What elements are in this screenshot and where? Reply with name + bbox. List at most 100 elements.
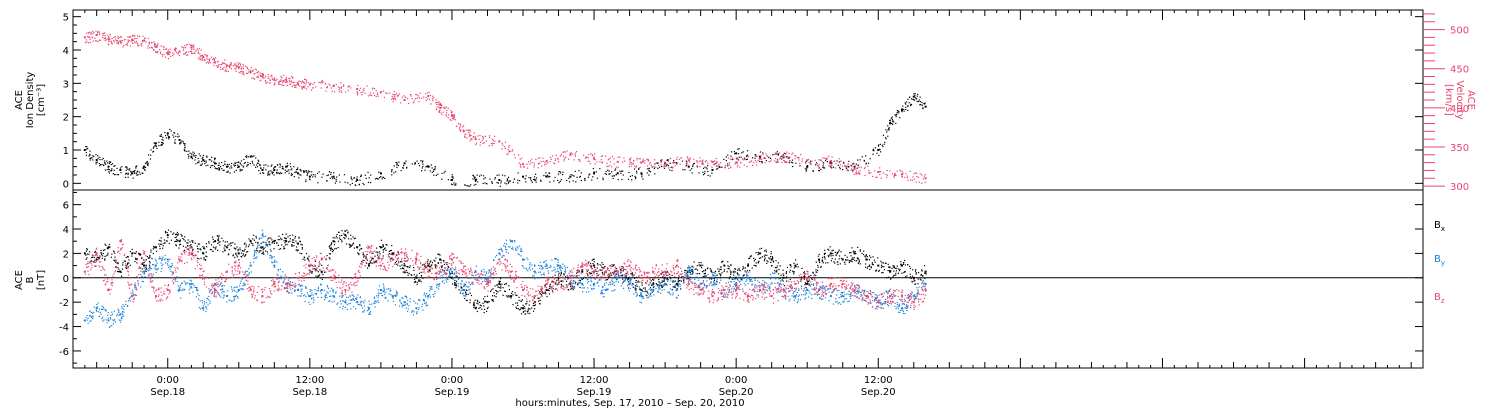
density-sample bbox=[786, 155, 788, 158]
bx-sample bbox=[857, 258, 859, 260]
bx-sample bbox=[175, 244, 177, 246]
velocity-sample bbox=[321, 82, 323, 84]
bx-sample bbox=[753, 257, 755, 260]
bx-sample bbox=[284, 242, 286, 244]
density-sample bbox=[902, 105, 904, 107]
velocity-sample bbox=[885, 173, 887, 176]
by-sample bbox=[383, 291, 385, 293]
density-sample bbox=[281, 167, 283, 170]
by-sample bbox=[404, 304, 406, 306]
density-sample bbox=[193, 155, 195, 157]
velocity-sample bbox=[213, 60, 216, 62]
density-sample bbox=[540, 179, 542, 181]
density-sample bbox=[327, 174, 330, 176]
density-sample bbox=[684, 169, 686, 171]
bx-sample bbox=[546, 295, 548, 298]
by-sample bbox=[89, 310, 91, 312]
bx-sample bbox=[365, 256, 367, 259]
bx-sample bbox=[649, 287, 652, 289]
bx-sample bbox=[258, 250, 260, 252]
density-sample bbox=[805, 169, 808, 171]
by-sample bbox=[237, 295, 239, 298]
velocity-sample bbox=[117, 38, 119, 40]
bx-sample bbox=[179, 239, 181, 241]
velocity-sample bbox=[157, 43, 159, 45]
by-sample bbox=[409, 298, 411, 300]
by-sample bbox=[271, 261, 273, 264]
velocity-sample bbox=[523, 166, 525, 168]
density-sample bbox=[895, 122, 897, 124]
bx-sample bbox=[268, 241, 271, 243]
bx-sample bbox=[843, 261, 846, 263]
by-sample bbox=[123, 315, 125, 317]
bx-sample bbox=[385, 249, 387, 251]
density-sample bbox=[792, 162, 794, 164]
bx-sample bbox=[723, 269, 726, 271]
bx-sample bbox=[782, 273, 784, 275]
bx-sample bbox=[817, 266, 819, 268]
velocity-sample bbox=[396, 95, 398, 97]
velocity-sample bbox=[238, 67, 240, 70]
velocity-sample bbox=[253, 78, 256, 80]
magnetic-field-points bbox=[83, 229, 927, 328]
density-sample bbox=[579, 176, 581, 178]
velocity-sample bbox=[289, 78, 291, 80]
velocity-sample bbox=[721, 166, 723, 168]
density-sample bbox=[224, 160, 226, 163]
by-sample bbox=[270, 256, 273, 258]
density-sample bbox=[349, 184, 351, 186]
velocity-point bbox=[83, 36, 86, 39]
bx-sample bbox=[621, 275, 623, 277]
bx-sample bbox=[276, 242, 278, 244]
bx-sample bbox=[492, 288, 494, 290]
bx-sample bbox=[337, 231, 340, 233]
by-sample bbox=[377, 295, 379, 297]
by-sample bbox=[291, 281, 293, 284]
density-sample bbox=[661, 159, 663, 161]
velocity-sample bbox=[229, 65, 231, 67]
by-sample bbox=[300, 295, 302, 297]
density-sample bbox=[191, 156, 193, 159]
density-sample bbox=[198, 162, 200, 164]
bx-sample bbox=[91, 260, 93, 262]
bx-sample bbox=[301, 244, 303, 246]
by-point bbox=[616, 276, 619, 279]
density-sample bbox=[331, 176, 333, 178]
bx-sample bbox=[877, 257, 879, 259]
density-sample bbox=[507, 176, 510, 178]
density-sample bbox=[285, 170, 288, 172]
velocity-sample bbox=[428, 91, 430, 93]
by-sample bbox=[234, 299, 236, 301]
bx-sample bbox=[85, 258, 87, 260]
velocity-sample bbox=[126, 42, 128, 45]
by-sample bbox=[277, 277, 279, 279]
bx-sample bbox=[306, 258, 309, 260]
velocity-sample bbox=[252, 77, 255, 79]
bx-sample bbox=[903, 262, 905, 264]
bx-sample bbox=[424, 266, 426, 268]
velocity-sample bbox=[143, 39, 145, 41]
by-sample bbox=[233, 286, 235, 289]
density-sample bbox=[909, 96, 911, 98]
velocity-sample bbox=[750, 160, 753, 162]
velocity-sample bbox=[587, 160, 589, 162]
bx-sample bbox=[386, 244, 388, 246]
velocity-sample bbox=[924, 181, 926, 183]
bx-point bbox=[119, 270, 122, 273]
bx-sample bbox=[98, 257, 101, 259]
velocity-sample bbox=[654, 159, 656, 161]
by-point bbox=[190, 282, 193, 285]
by-sample bbox=[280, 278, 283, 280]
velocity-sample bbox=[569, 152, 571, 154]
bx-sample bbox=[561, 280, 563, 283]
by-sample bbox=[301, 288, 303, 290]
bx-sample bbox=[210, 244, 213, 246]
by-point bbox=[486, 276, 489, 279]
by-sample bbox=[202, 305, 204, 307]
velocity-sample bbox=[318, 81, 320, 83]
velocity-sample bbox=[789, 156, 791, 158]
velocity-sample bbox=[475, 142, 478, 144]
density-point bbox=[640, 172, 643, 175]
density-sample bbox=[206, 156, 208, 158]
velocity-sample bbox=[239, 65, 241, 67]
